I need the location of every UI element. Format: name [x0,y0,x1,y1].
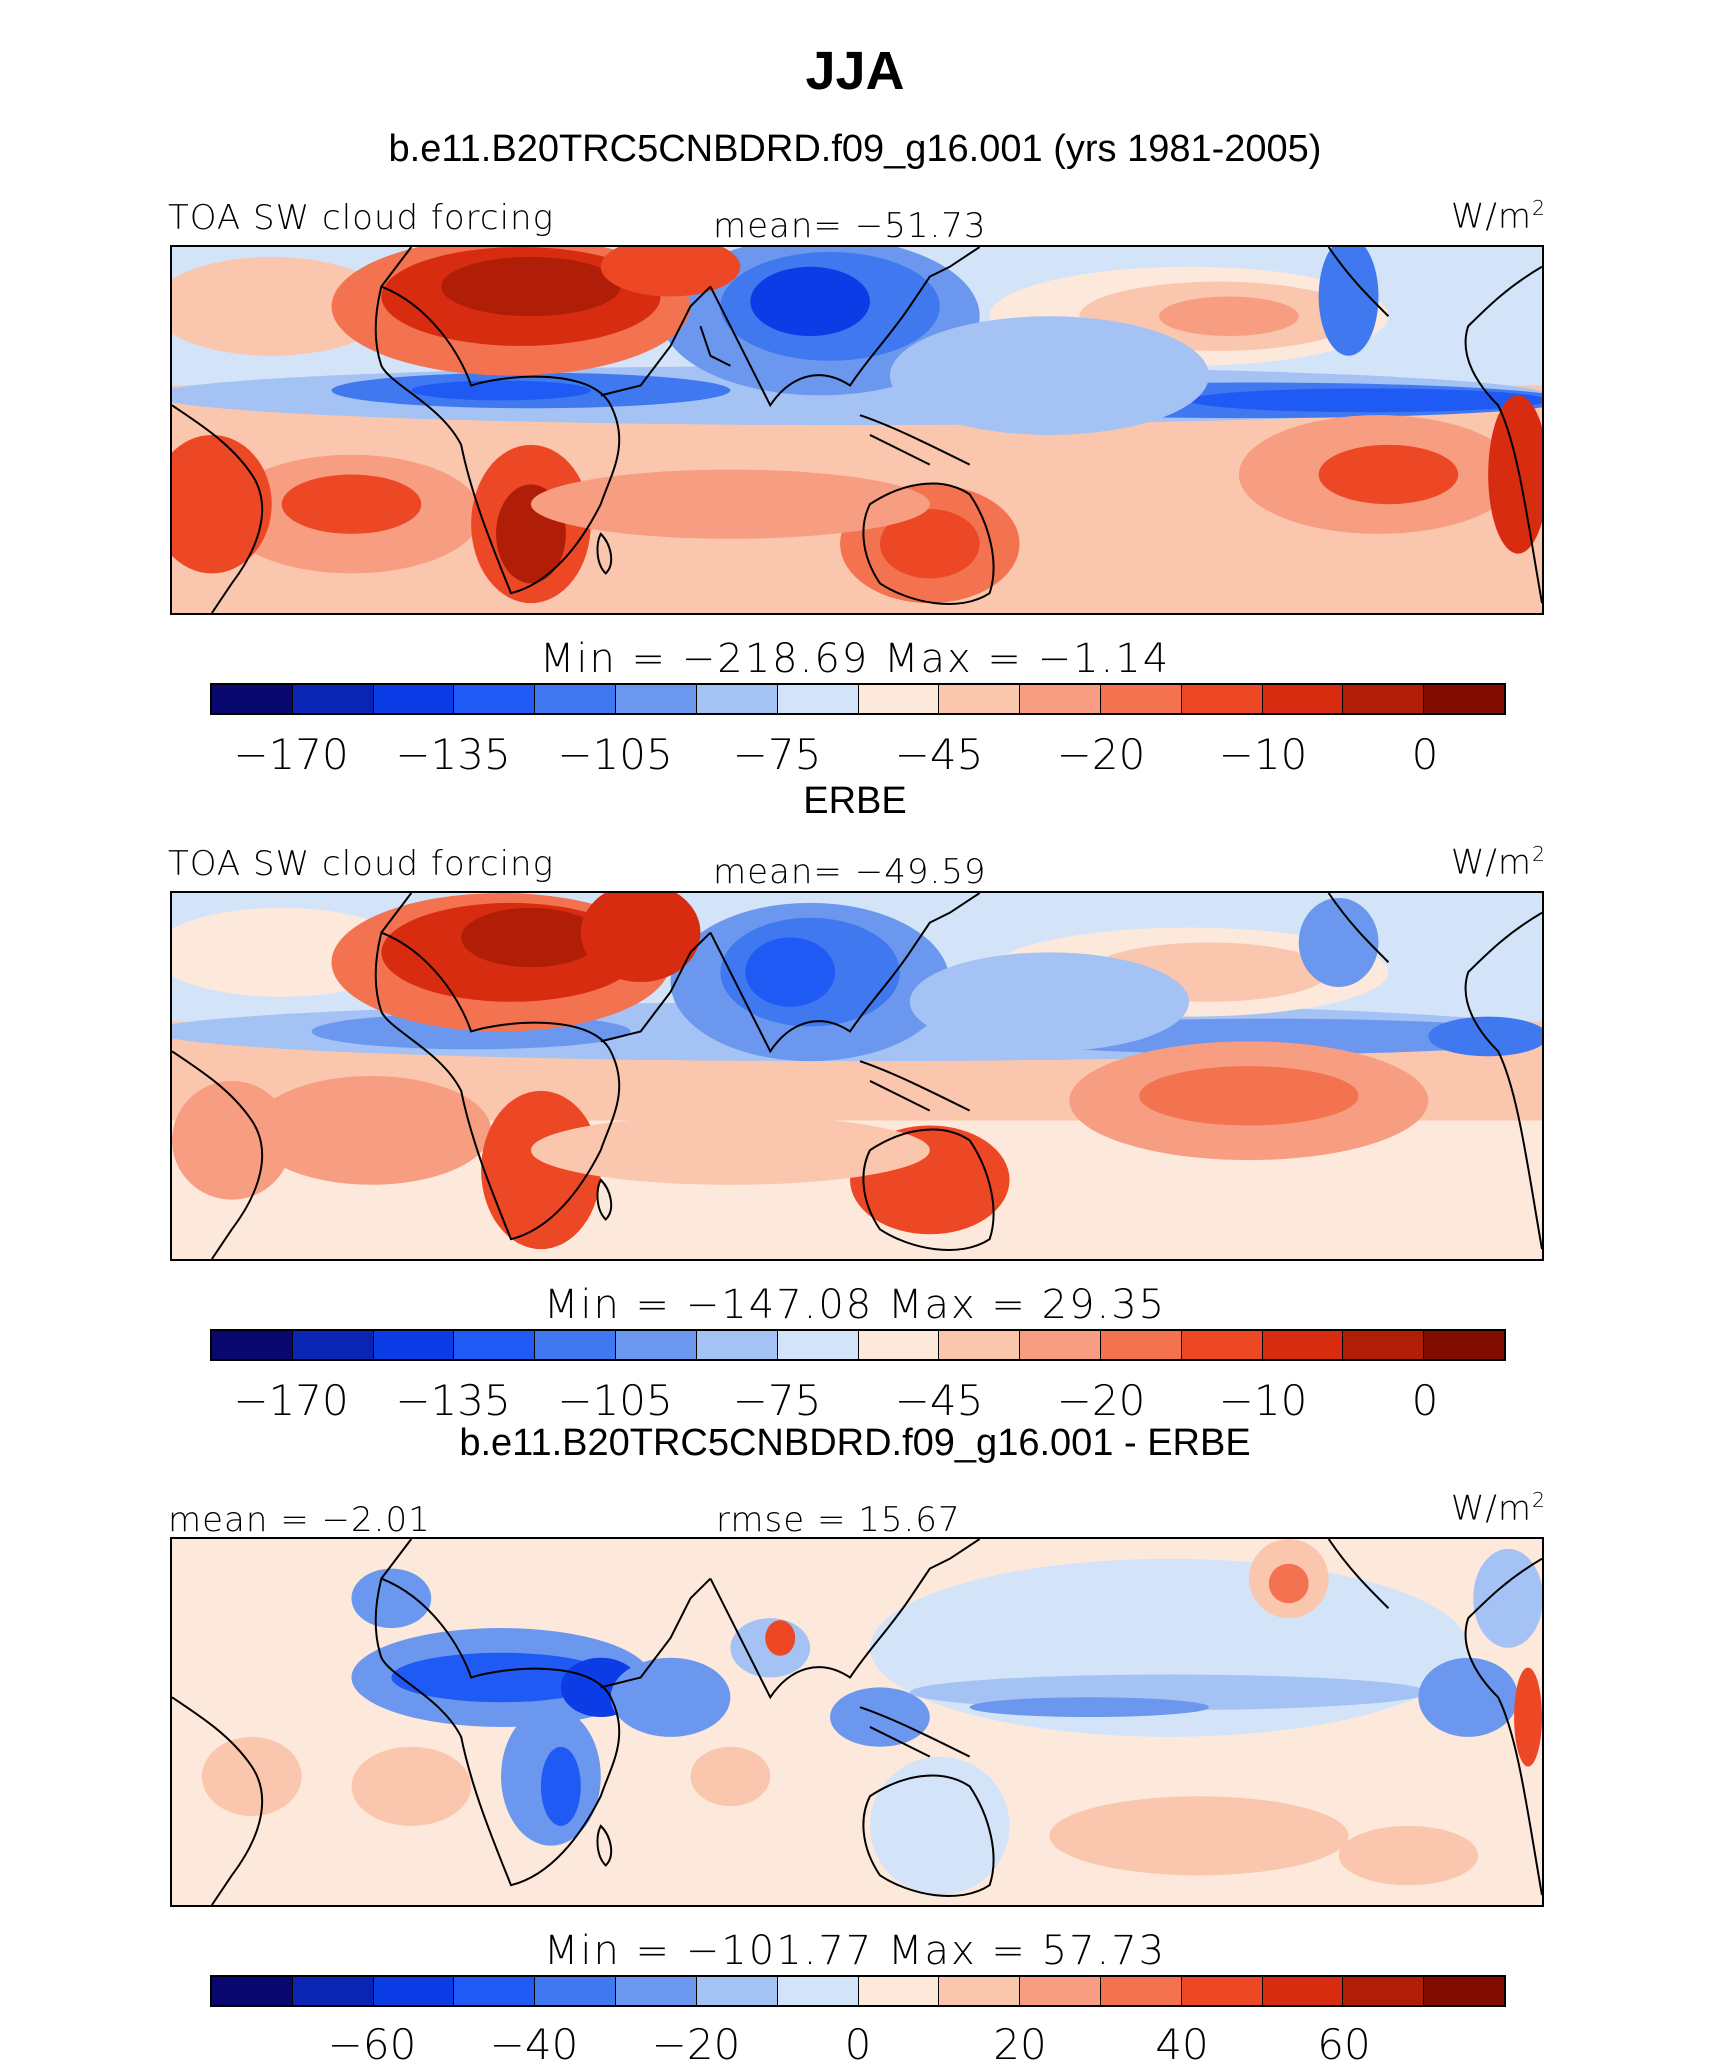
panel-2-mean-label: mean= −49.59 [713,852,987,892]
colorbar-1-swatch-12 [1181,1331,1263,1359]
colorbar-0-swatch-11 [1100,685,1182,713]
colorbar-1-tick-label: −105 [557,1376,673,1425]
colorbar-0-swatch-1 [292,685,374,713]
colorbar-0-swatch-8 [858,685,940,713]
colorbar-0-tick-label: −75 [732,730,822,779]
colorbar-1-swatch-9 [939,1331,1021,1359]
colorbar-0-tick-label: −45 [894,730,984,779]
panel-1-contour-field [172,247,1542,613]
panel-2-contour-field [172,893,1542,1259]
colorbar-2-tick-label: 0 [844,2020,872,2069]
colorbar-2-tick-label: −60 [327,2020,417,2069]
colorbar-1-swatch-8 [858,1331,940,1359]
colorbar-1-swatch-13 [1262,1331,1344,1359]
colorbar-1-swatch-15 [1424,1331,1504,1359]
panel-1-units-label: W/m2 [1450,196,1546,237]
colorbar-2-swatch-2 [373,1977,455,2005]
colorbar-2-swatch-14 [1343,1977,1425,2005]
colorbar-1-tick-label: −20 [1056,1376,1146,1425]
panel-1-map [170,245,1544,615]
colorbar-1-tick-label: −75 [732,1376,822,1425]
colorbar-0-swatch-7 [777,685,859,713]
colorbar-0-tick-label: −105 [557,730,673,779]
colorbar-0-swatch-2 [373,685,455,713]
panel-3-map [170,1537,1544,1907]
colorbar-0-swatch-4 [535,685,617,713]
panel-3-minmax: Min = −101.77 Max = 57.73 [543,1928,1167,1974]
colorbar-0-swatch-3 [454,685,536,713]
colorbar-1-swatch-0 [212,1331,293,1359]
colorbar-0-swatch-0 [212,685,293,713]
colorbar-2-swatch-12 [1181,1977,1263,2005]
colorbar-2-swatch-13 [1262,1977,1344,2005]
panel-3-subtitle: b.e11.B20TRC5CNBDRD.f09_g16.001 - ERBE [459,1422,1251,1464]
colorbar-1-swatch-5 [616,1331,697,1359]
colorbar-2-swatch-6 [696,1977,778,2005]
colorbar-2-tick-label: 20 [993,2020,1047,2069]
colorbar-2-tick-label: 40 [1155,2020,1209,2069]
colorbar-0-tick-label: −135 [395,730,511,779]
panel-3-units-label: W/m2 [1450,1488,1546,1529]
colorbar-2-swatch-3 [454,1977,536,2005]
panel-1-variable-label: TOA SW cloud forcing [168,198,554,238]
colorbar-1-swatch-4 [535,1331,617,1359]
colorbar-0-tick-label: −10 [1218,730,1308,779]
colorbar-2-swatch-10 [1020,1977,1101,2005]
colorbar-1-swatch-11 [1100,1331,1182,1359]
colorbar-0-tick-label: 0 [1411,730,1439,779]
colorbar-0-swatch-6 [696,685,778,713]
colorbar-1-swatch-7 [777,1331,859,1359]
panel-3-rmse-label: rmse = 15.67 [716,1500,961,1540]
colorbar-1-swatch-14 [1343,1331,1425,1359]
colorbar-1-tick-label: −170 [233,1376,349,1425]
colorbar-1-swatch-6 [696,1331,778,1359]
colorbar-0-swatch-12 [1181,685,1263,713]
colorbar-1-swatch-1 [292,1331,374,1359]
colorbar-2-swatch-9 [939,1977,1021,2005]
figure-title: JJA [805,41,905,101]
panel-3-contour-field [172,1539,1542,1905]
colorbar-1-swatch-3 [454,1331,536,1359]
colorbar-1-swatch-2 [373,1331,455,1359]
panel-3-colorbar [210,1975,1506,2007]
colorbar-2-swatch-11 [1100,1977,1182,2005]
colorbar-2-swatch-4 [535,1977,617,2005]
panel-2-colorbar [210,1329,1506,1361]
colorbar-0-swatch-9 [939,685,1021,713]
panel-1-subtitle: b.e11.B20TRC5CNBDRD.f09_g16.001 (yrs 198… [388,128,1322,170]
panel-2-units-label: W/m2 [1450,842,1546,883]
colorbar-0-swatch-13 [1262,685,1344,713]
colorbar-0-swatch-10 [1020,685,1101,713]
colorbar-2-tick-label: 60 [1317,2020,1371,2069]
colorbar-2-swatch-1 [292,1977,374,2005]
colorbar-2-swatch-5 [616,1977,697,2005]
colorbar-1-tick-label: −10 [1218,1376,1308,1425]
panel-3-mean-label: mean = −2.01 [168,1500,431,1540]
panel-1-mean-label: mean= −51.73 [713,206,987,246]
colorbar-0-swatch-15 [1424,685,1504,713]
colorbar-0-tick-label: −170 [233,730,349,779]
colorbar-2-swatch-15 [1424,1977,1504,2005]
colorbar-1-tick-label: 0 [1411,1376,1439,1425]
colorbar-1-tick-label: −45 [894,1376,984,1425]
colorbar-1-tick-label: −135 [395,1376,511,1425]
colorbar-2-swatch-0 [212,1977,293,2005]
panel-1-minmax: Min = −218.69 Max = −1.14 [539,636,1171,682]
colorbar-0-swatch-5 [616,685,697,713]
panel-2-map [170,891,1544,1261]
colorbar-2-swatch-8 [858,1977,940,2005]
colorbar-0-swatch-14 [1343,685,1425,713]
panel-1-colorbar [210,683,1506,715]
panel-2-variable-label: TOA SW cloud forcing [168,844,554,884]
colorbar-1-swatch-10 [1020,1331,1101,1359]
colorbar-2-swatch-7 [777,1977,859,2005]
colorbar-2-tick-label: −40 [489,2020,579,2069]
panel-2-subtitle: ERBE [803,780,907,822]
panel-2-minmax: Min = −147.08 Max = 29.35 [543,1282,1167,1328]
colorbar-2-tick-label: −20 [651,2020,741,2069]
colorbar-0-tick-label: −20 [1056,730,1146,779]
